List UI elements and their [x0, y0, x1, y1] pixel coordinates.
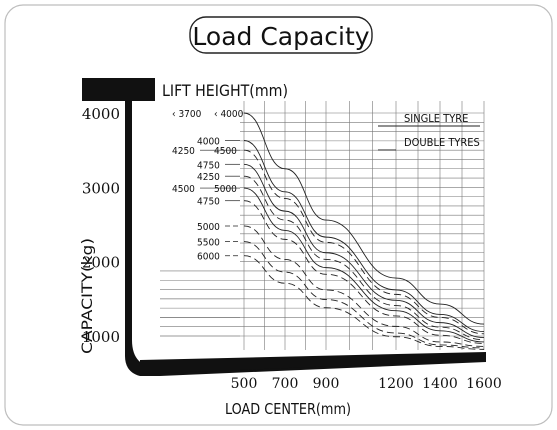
- x-tick-label-1: 700: [272, 376, 299, 392]
- lift-height-value-8: 5000: [214, 184, 237, 195]
- lift-height-value-10: 5000: [197, 222, 220, 233]
- x-tick-label-0: 500: [231, 376, 258, 392]
- lift-height-value-2: 4000: [197, 137, 220, 148]
- series-curve-4: [243, 149, 485, 335]
- lift-height-value-7: 4500: [172, 184, 195, 195]
- y-tick-label-1: 2000: [82, 254, 120, 272]
- lift-height-label: LIFT HEIGHT(mm): [162, 81, 288, 100]
- y-tick-label-3: 4000: [82, 105, 120, 123]
- x-tick-labels: 500 700 900 1200 1400 1600: [231, 376, 502, 392]
- lift-height-value-11: 5500: [197, 238, 220, 249]
- x-axis-bar: [140, 352, 486, 374]
- chart-title: Load Capacity: [192, 22, 369, 51]
- series-curve-8: [243, 241, 485, 349]
- lift-height-value-1: ‹ 4000: [214, 109, 244, 120]
- lift-height-value-5: 4750: [197, 160, 220, 171]
- legend-label-double: DOUBLE TYRES: [404, 136, 480, 149]
- grid: [160, 101, 485, 350]
- lift-height-value-3: 4250: [172, 146, 195, 157]
- title-box: [189, 16, 373, 54]
- lift-height-value-9: 4750: [197, 197, 220, 208]
- lift-height-value-0: ‹ 3700: [172, 109, 202, 120]
- series-curve-7: [243, 225, 485, 347]
- y-tick-labels: 1000 2000 3000 4000: [82, 105, 120, 346]
- lift-height-value-4: 4500: [214, 146, 237, 157]
- x-tick-label-5: 1600: [466, 376, 502, 392]
- y-tick-label-2: 3000: [82, 179, 120, 197]
- lift-height-value-12: 6000: [197, 252, 220, 263]
- series-curve-1: [243, 140, 485, 332]
- legend: SINGLE TYRE DOUBLE TYRES: [378, 112, 480, 151]
- lift-height-value-6: 4250: [197, 172, 220, 183]
- series-curve-0: [243, 112, 485, 325]
- y-axis-title: CAPACITY(kg): [80, 238, 96, 354]
- x-tick-label-4: 1400: [422, 376, 458, 392]
- series-curve-2: [243, 163, 485, 338]
- series-curve-3: [243, 187, 485, 343]
- series-group: [243, 112, 485, 350]
- x-tick-label-2: 900: [313, 376, 340, 392]
- series-curve-5: [243, 175, 485, 341]
- legend-label-single: SINGLE TYRE: [404, 112, 468, 125]
- x-axis-title: LOAD CENTER(mm): [225, 400, 351, 418]
- series-curve-9: [243, 255, 485, 350]
- axis-frame: [82, 78, 486, 376]
- y-tick-label-0: 1000: [82, 328, 120, 346]
- x-tick-label-3: 1200: [378, 376, 414, 392]
